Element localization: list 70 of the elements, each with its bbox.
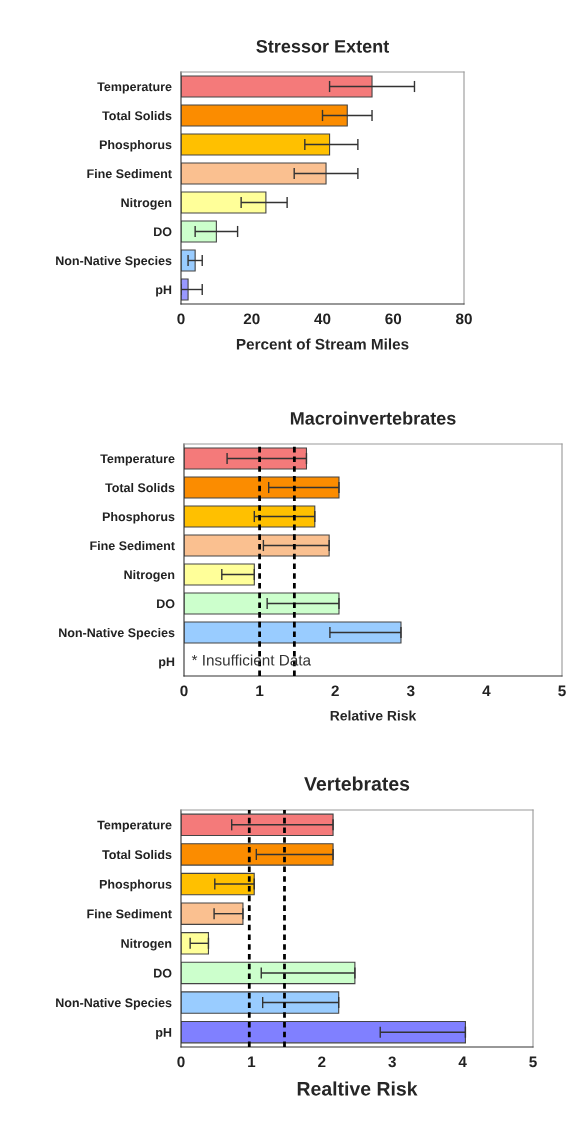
y-tick-label: Total Solids	[105, 482, 175, 493]
y-tick-label: pH	[156, 285, 172, 297]
bar	[181, 220, 217, 243]
bar	[184, 563, 255, 586]
x-tick-label: 2	[318, 1056, 326, 1068]
x-tick-label: 3	[388, 1056, 396, 1068]
y-tick-label: Non-Native Species	[59, 627, 175, 640]
y-tick-label: Fine Sediment	[87, 909, 172, 919]
bar	[181, 872, 255, 896]
bar	[181, 991, 340, 1014]
chart-title: Stressor Extent	[256, 39, 390, 53]
x-axis-title: Relative Risk	[330, 710, 417, 721]
y-tick-label: Fine Sediment	[90, 540, 175, 551]
x-tick-label: 40	[314, 313, 331, 325]
x-tick-label: 80	[455, 313, 472, 325]
x-axis-title: Percent of Stream Miles	[236, 338, 409, 350]
y-tick-label: Total Solids	[102, 849, 172, 860]
y-tick-label: DO	[157, 599, 175, 609]
bar	[181, 1020, 466, 1044]
y-tick-label: pH	[156, 1028, 172, 1040]
y-tick-label: Temperature	[97, 820, 172, 832]
x-tick-label: 60	[385, 313, 402, 325]
annotation: * Insufficient Data	[191, 654, 312, 666]
chart-title: Vertebrates	[304, 776, 410, 791]
bar	[181, 162, 327, 185]
x-tick-label: 5	[529, 1056, 537, 1068]
y-tick-label: pH	[159, 657, 175, 669]
y-tick-label: Temperature	[100, 454, 175, 466]
x-tick-label: 1	[248, 1056, 256, 1068]
x-tick-label: 0	[177, 313, 185, 325]
y-tick-label: Total Solids	[102, 110, 172, 121]
x-axis-title: Realtive Risk	[297, 1081, 418, 1096]
y-tick-label: Non-Native Species	[56, 998, 172, 1010]
bar	[184, 592, 340, 615]
bar	[181, 249, 196, 272]
y-tick-label: Fine Sediment	[87, 168, 172, 179]
y-tick-label: Phosphorus	[102, 511, 175, 524]
bar	[181, 961, 356, 985]
bar	[181, 902, 244, 925]
bar	[181, 133, 331, 156]
y-tick-label: DO	[154, 227, 172, 237]
x-tick-label: 4	[458, 1056, 467, 1068]
y-tick-label: Phosphorus	[99, 879, 172, 892]
x-tick-label: 5	[558, 685, 566, 697]
x-tick-label: 4	[482, 685, 491, 697]
x-tick-label: 0	[177, 1056, 185, 1068]
y-tick-label: Non-Native Species	[56, 255, 172, 268]
bar	[181, 191, 267, 214]
bar	[184, 476, 340, 499]
y-tick-label: DO	[154, 968, 172, 978]
y-tick-label: Nitrogen	[124, 569, 175, 582]
y-tick-label: Nitrogen	[121, 938, 172, 951]
bar	[181, 813, 334, 837]
bar	[181, 104, 348, 127]
bar	[184, 505, 316, 528]
y-tick-label: Nitrogen	[121, 197, 172, 210]
bar	[184, 534, 330, 557]
bar	[181, 75, 373, 98]
chart-title: Macroinvertebrates	[290, 411, 456, 425]
x-tick-label: 0	[180, 685, 188, 697]
y-tick-label: Temperature	[97, 82, 172, 94]
x-tick-label: 1	[256, 685, 264, 697]
x-tick-label: 2	[331, 685, 339, 697]
x-tick-label: 3	[406, 685, 415, 697]
bar	[181, 932, 210, 955]
bar	[181, 843, 334, 866]
bar	[184, 621, 402, 644]
bar	[184, 447, 308, 470]
x-tick-label: 20	[243, 313, 260, 325]
y-tick-label: Phosphorus	[99, 139, 172, 152]
